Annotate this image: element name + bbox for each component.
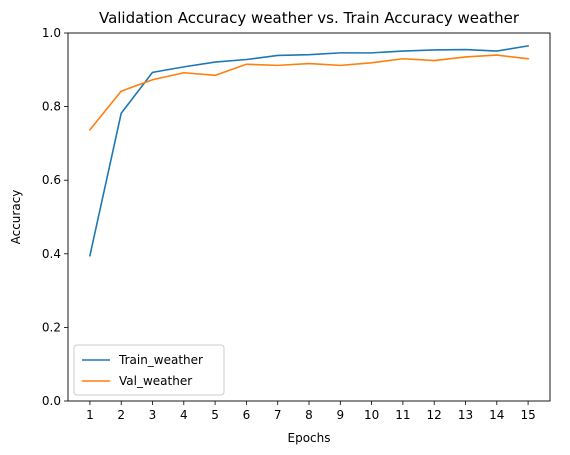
series-line-2 <box>88 54 529 131</box>
x-tick-label: 2 <box>117 408 125 422</box>
x-tick-label: 6 <box>243 408 251 422</box>
y-tick-label: 0.8 <box>42 100 61 114</box>
legend: Train_weather Val_weather <box>73 344 225 396</box>
x-tick-label: 15 <box>520 408 535 422</box>
x-tick-label: 1 <box>86 408 94 422</box>
x-tick-label: 12 <box>427 408 442 422</box>
x-tick-label: 4 <box>180 408 188 422</box>
x-tick-label: 8 <box>305 408 313 422</box>
x-tick-label: 14 <box>489 408 504 422</box>
y-tick-label: 0.4 <box>42 247 61 261</box>
x-tick-label: 11 <box>395 408 410 422</box>
y-tick-label: 0.0 <box>42 394 61 408</box>
y-tick-label: 0.6 <box>42 173 61 187</box>
series-line-1 <box>88 44 530 257</box>
x-tick-label: 9 <box>336 408 344 422</box>
y-axis-label: Accuracy <box>9 190 23 245</box>
y-tick-label: 0.2 <box>42 320 61 334</box>
x-tick-label: 5 <box>211 408 219 422</box>
chart-title: Validation Accuracy weather vs. Train Ac… <box>99 9 520 27</box>
plot-area: 0.00.20.40.60.81.01 2 3 4 5 6 7 8 9 10 11 12 13 14 15 <box>42 26 551 422</box>
x-axis-label: Epochs <box>288 431 331 445</box>
y-tick-label: 1.0 <box>42 26 61 40</box>
x-tick-label: 3 <box>149 408 157 422</box>
x-tick-label: 13 <box>458 408 473 422</box>
legend-box <box>73 344 225 396</box>
legend-label-1: Train_weather <box>118 353 203 367</box>
plot-frame <box>67 32 551 402</box>
x-tick-label: 10 <box>364 408 379 422</box>
legend-label-2: Val_weather <box>119 374 192 388</box>
x-tick-label: 7 <box>274 408 282 422</box>
